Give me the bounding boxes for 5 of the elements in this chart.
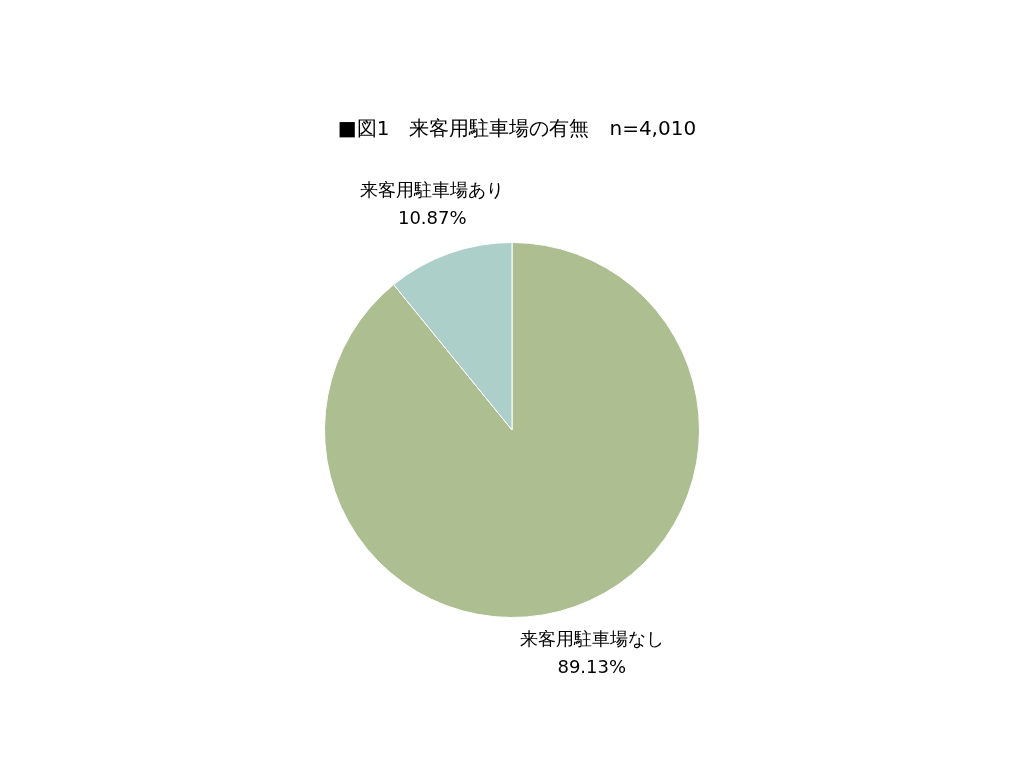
slice-label: 来客用駐車場なし [519, 628, 664, 650]
slice-label: 来客用駐車場あり [360, 179, 505, 201]
data-label: 89.13% [557, 656, 627, 678]
chart-title: ■図1 来客用駐車場の有無 n=4,010 [337, 116, 697, 141]
data-label: 10.87% [397, 207, 467, 229]
